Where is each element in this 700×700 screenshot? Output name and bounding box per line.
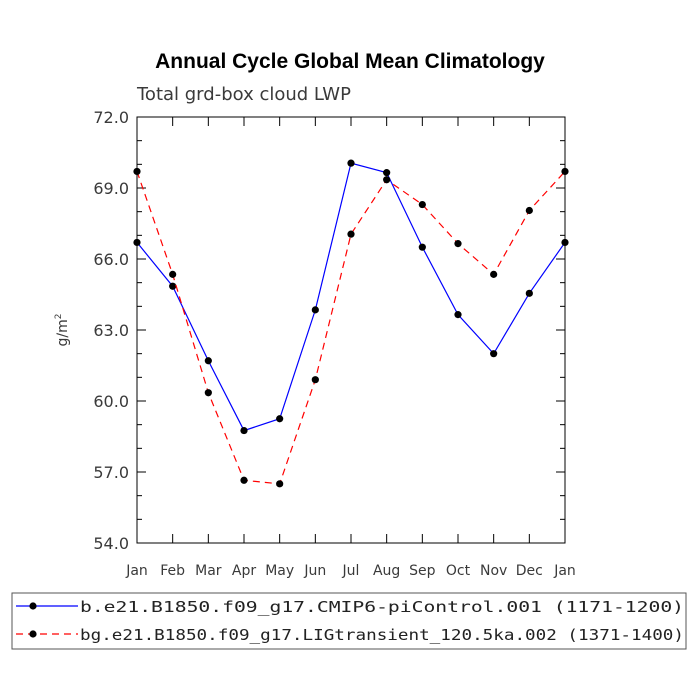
x-tick-label: Dec bbox=[516, 563, 543, 579]
legend-entries: b.e21.B1850.f09_g17.CMIP6-piControl.001 … bbox=[16, 598, 684, 644]
data-point bbox=[240, 476, 248, 484]
x-tick-label: May bbox=[265, 563, 294, 579]
y-tick-label: 57.0 bbox=[93, 463, 129, 482]
y-axis-ticks bbox=[137, 116, 565, 544]
x-tick-label: Jan bbox=[553, 563, 576, 579]
legend-entry-1: b.e21.B1850.f09_g17.CMIP6-piControl.001 … bbox=[16, 598, 684, 616]
data-point bbox=[133, 238, 141, 247]
data-point bbox=[490, 350, 498, 358]
data-point bbox=[383, 176, 391, 184]
series-1 bbox=[133, 159, 569, 435]
data-point bbox=[347, 230, 355, 238]
data-point bbox=[383, 169, 391, 177]
legend-entry-2: bg.e21.B1850.f09_g17.LIGtransient_120.5k… bbox=[16, 626, 684, 644]
y-tick-label: 69.0 bbox=[93, 179, 129, 198]
plot-frame bbox=[136, 116, 566, 544]
data-point bbox=[169, 282, 177, 290]
series-line bbox=[136, 162, 566, 432]
x-tick-label: Mar bbox=[195, 563, 222, 579]
data-point bbox=[204, 357, 212, 365]
x-tick-label: Nov bbox=[480, 563, 507, 579]
x-tick-label: Oct bbox=[446, 563, 471, 579]
y-tick-label: 72.0 bbox=[93, 108, 129, 127]
data-point bbox=[418, 200, 426, 209]
data-point bbox=[525, 289, 533, 297]
y-tick-label: 66.0 bbox=[93, 250, 129, 269]
legend-marker bbox=[29, 630, 37, 638]
x-axis-ticks bbox=[136, 117, 566, 543]
data-point bbox=[418, 243, 426, 251]
data-point bbox=[276, 480, 284, 488]
x-tick-label: Jan bbox=[125, 563, 148, 579]
data-point bbox=[454, 240, 462, 248]
data-point bbox=[347, 159, 355, 167]
series-line bbox=[136, 171, 566, 485]
data-point bbox=[490, 270, 498, 278]
y-tick-label: 63.0 bbox=[93, 321, 129, 340]
chart-title: Annual Cycle Global Mean Climatology bbox=[155, 50, 545, 73]
legend-label: bg.e21.B1850.f09_g17.LIGtransient_120.5k… bbox=[80, 626, 684, 644]
data-point bbox=[133, 167, 141, 176]
y-axis-label-unit: g/m bbox=[55, 319, 71, 346]
data-point bbox=[525, 206, 533, 215]
data-point bbox=[561, 238, 569, 247]
data-point bbox=[561, 167, 569, 176]
legend-marker bbox=[29, 602, 37, 610]
chart-subtitle: Total grd-box cloud LWP bbox=[136, 84, 351, 105]
x-tick-label: Jun bbox=[303, 563, 326, 579]
x-tick-label: Apr bbox=[232, 563, 256, 579]
legend-label: b.e21.B1850.f09_g17.CMIP6-piControl.001 … bbox=[80, 598, 684, 616]
x-tick-label: Feb bbox=[160, 563, 185, 579]
data-point bbox=[169, 270, 177, 278]
data-point bbox=[276, 415, 284, 423]
y-axis-label: g/m2 bbox=[54, 314, 71, 347]
x-tick-label: Jul bbox=[342, 563, 360, 579]
data-point bbox=[204, 389, 212, 397]
series-layer bbox=[133, 159, 569, 488]
data-point bbox=[454, 311, 462, 319]
legend-box bbox=[11, 592, 687, 650]
y-axis-label-exponent: 2 bbox=[54, 314, 64, 320]
data-point bbox=[311, 376, 319, 384]
series-2 bbox=[133, 167, 569, 488]
data-point bbox=[240, 426, 248, 435]
y-tick-label: 54.0 bbox=[93, 534, 129, 553]
x-tick-label: Sep bbox=[409, 563, 436, 579]
y-axis-tick-labels: 54.0 57.0 60.0 63.0 66.0 69.0 72.0 bbox=[93, 108, 129, 553]
x-axis-tick-labels: Jan Feb Mar Apr May Jun Jul Aug Sep Oct Nov Dec Jan bbox=[125, 563, 576, 579]
data-point bbox=[311, 306, 319, 314]
x-tick-label: Aug bbox=[373, 563, 400, 579]
y-tick-label: 60.0 bbox=[93, 392, 129, 411]
